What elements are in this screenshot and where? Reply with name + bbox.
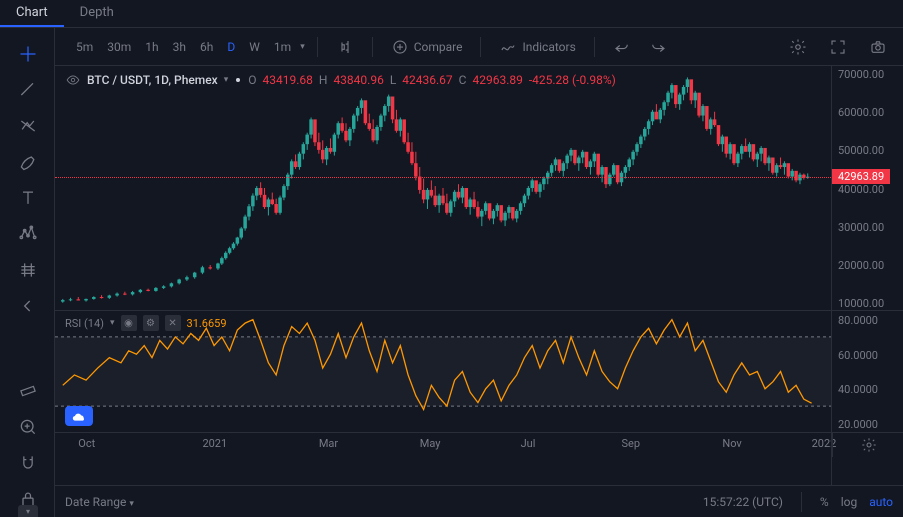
undo-button[interactable] bbox=[607, 34, 637, 60]
rsi-close-icon[interactable]: ✕ bbox=[165, 315, 181, 331]
toolbar-collapse-icon[interactable]: ▾ bbox=[18, 505, 38, 517]
clock: 15:57:22 (UTC) bbox=[703, 495, 783, 509]
time-axis[interactable]: Oct2021MarMayJulSepNov2022 bbox=[55, 433, 831, 457]
timeframe-1m[interactable]: 1m bbox=[271, 38, 294, 56]
time-tick: Oct bbox=[78, 437, 95, 450]
time-tick: Mar bbox=[319, 437, 338, 450]
left-toolbar bbox=[0, 28, 55, 517]
price-ytick: 70000.00 bbox=[838, 68, 884, 81]
brush-tool[interactable] bbox=[0, 144, 55, 180]
percent-toggle[interactable]: % bbox=[820, 495, 829, 509]
rsi-ytick: 60.0000 bbox=[838, 349, 878, 362]
time-tick: Nov bbox=[722, 437, 741, 450]
forecast-tool[interactable] bbox=[0, 252, 55, 288]
symbol-dropdown[interactable]: ▾ bbox=[224, 75, 229, 85]
time-tick: Jul bbox=[521, 437, 536, 450]
trendline-tool[interactable] bbox=[0, 72, 55, 108]
compare-button[interactable]: Compare bbox=[385, 34, 469, 60]
legend-more-icon[interactable] bbox=[236, 78, 240, 82]
price-ytick: 30000.00 bbox=[838, 221, 884, 234]
top-tabs: Chart Depth bbox=[0, 0, 903, 28]
symbol-pair[interactable]: BTC / USDT, 1D, Phemex bbox=[87, 73, 218, 87]
current-price-label: 42963.89 bbox=[832, 169, 890, 184]
text-tool[interactable] bbox=[0, 180, 55, 216]
settings-button[interactable] bbox=[783, 34, 813, 60]
rsi-dropdown[interactable]: ▾ bbox=[110, 318, 115, 328]
timeframe-W[interactable]: W bbox=[246, 38, 263, 56]
bottom-bar: Date Range ▾ 15:57:22 (UTC) % log auto bbox=[55, 485, 903, 517]
eye-icon[interactable] bbox=[65, 72, 81, 88]
tf-more[interactable]: ▾ bbox=[300, 42, 305, 52]
screenshot-button[interactable] bbox=[863, 34, 893, 60]
back-tool[interactable] bbox=[0, 288, 55, 324]
timeframe-3h[interactable]: 3h bbox=[170, 38, 189, 56]
time-tick: 2021 bbox=[202, 437, 227, 450]
zoom-tool[interactable] bbox=[0, 409, 55, 445]
rsi-legend: RSI (14) ▾ ◉ ⚙ ✕ 31.6659 bbox=[65, 315, 227, 331]
date-range-button[interactable]: Date Range ▾ bbox=[65, 495, 134, 509]
timeframe-30m[interactable]: 30m bbox=[104, 38, 134, 56]
price-pane[interactable]: BTC / USDT, 1D, Phemex ▾ O43419.68 H4384… bbox=[55, 66, 831, 311]
rsi-value: 31.6659 bbox=[187, 317, 227, 330]
auto-toggle[interactable]: auto bbox=[869, 495, 893, 509]
magnet-tool[interactable] bbox=[0, 445, 55, 481]
price-chart-canvas[interactable] bbox=[55, 66, 831, 310]
chart-toolbar: 5m 30m 1h 3h 6h DW 1m ▾ Compare Indicators bbox=[55, 28, 903, 66]
time-tick: Sep bbox=[621, 437, 640, 450]
ruler-tool[interactable] bbox=[0, 373, 55, 409]
tab-depth[interactable]: Depth bbox=[64, 0, 130, 27]
y-axis[interactable]: 70000.00 60000.00 50000.00 40000.00 30000.00… bbox=[831, 66, 903, 485]
rsi-ytick: 40.0000 bbox=[838, 383, 878, 396]
rsi-pane[interactable]: RSI (14) ▾ ◉ ⚙ ✕ 31.6659 bbox=[55, 311, 831, 433]
crosshair-tool[interactable] bbox=[0, 36, 55, 72]
timeframe-6h[interactable]: 6h bbox=[197, 38, 216, 56]
rsi-label: RSI (14) bbox=[65, 317, 104, 330]
cloud-badge-icon[interactable] bbox=[65, 406, 93, 426]
rsi-ytick: 20.0000 bbox=[838, 418, 878, 431]
indicators-button[interactable]: Indicators bbox=[493, 34, 581, 60]
tab-chart[interactable]: Chart bbox=[0, 0, 64, 27]
rsi-settings-icon[interactable]: ⚙ bbox=[143, 315, 159, 331]
log-toggle[interactable]: log bbox=[841, 495, 858, 509]
fullscreen-button[interactable] bbox=[823, 34, 853, 60]
axis-settings-icon[interactable] bbox=[832, 433, 903, 457]
price-ytick: 40000.00 bbox=[838, 183, 884, 196]
redo-button[interactable] bbox=[643, 34, 673, 60]
time-tick: May bbox=[420, 437, 441, 450]
timeframe-group: 5m 30m 1h 3h 6h DW 1m bbox=[73, 38, 294, 56]
price-ytick: 50000.00 bbox=[838, 144, 884, 157]
price-ytick: 60000.00 bbox=[838, 106, 884, 119]
current-price-line bbox=[55, 177, 831, 178]
fib-tool[interactable] bbox=[0, 108, 55, 144]
rsi-ytick: 80.0000 bbox=[838, 314, 878, 327]
rsi-visibility-icon[interactable]: ◉ bbox=[121, 315, 137, 331]
timeframe-5m[interactable]: 5m bbox=[73, 38, 96, 56]
timeframe-D[interactable]: D bbox=[224, 38, 238, 56]
timeframe-1h[interactable]: 1h bbox=[142, 38, 161, 56]
pattern-tool[interactable] bbox=[0, 216, 55, 252]
candle-style-button[interactable] bbox=[330, 34, 360, 60]
price-ytick: 10000.00 bbox=[838, 297, 884, 310]
symbol-legend: BTC / USDT, 1D, Phemex ▾ O43419.68 H4384… bbox=[65, 72, 616, 88]
price-ytick: 20000.00 bbox=[838, 259, 884, 272]
